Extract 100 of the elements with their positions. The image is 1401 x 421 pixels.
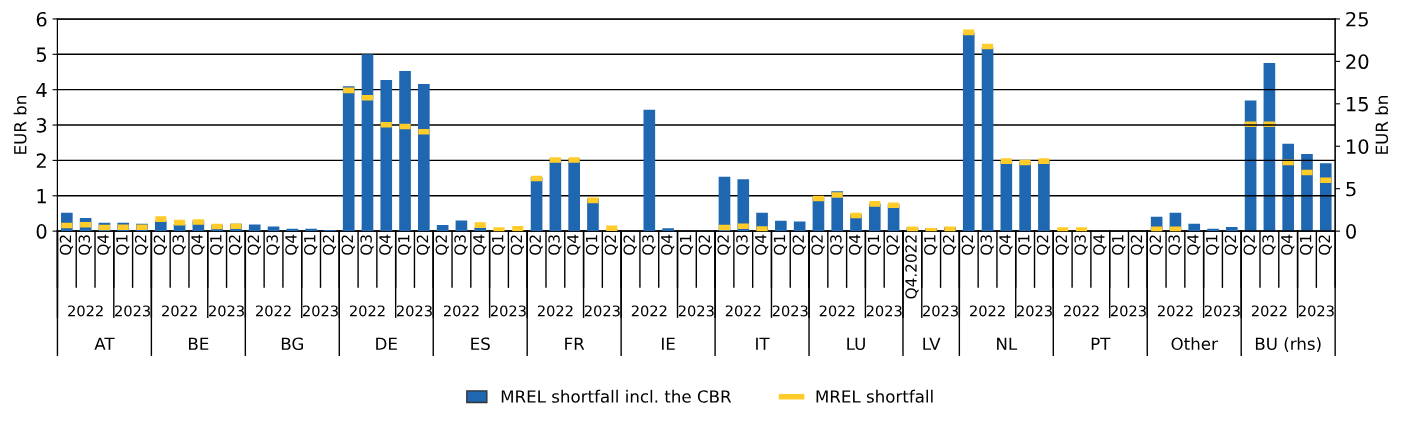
- x-tick-label: Q2: [1149, 235, 1163, 255]
- y-tick-label: 6: [36, 11, 47, 27]
- text: 2022: [725, 305, 761, 317]
- y2-tick-label: 10: [1347, 139, 1369, 154]
- x-tick-label: Q3: [736, 235, 750, 255]
- x-tick-label: Q3: [1262, 235, 1276, 255]
- text: 2022: [1157, 305, 1193, 317]
- text: 2023: [490, 305, 526, 317]
- text: 2023: [1204, 305, 1240, 317]
- x-tick-label: Q2: [811, 235, 825, 255]
- x-tick-label: Q2: [1130, 235, 1145, 255]
- x-tick-label: Q3: [1074, 235, 1088, 255]
- y2-tick-label: 20: [1346, 54, 1369, 70]
- x-tick-label: Q1: [116, 235, 130, 255]
- text: FR: [565, 337, 585, 350]
- x-tick-label: Q2: [886, 235, 900, 255]
- x-tick-label: Q1: [773, 235, 788, 255]
- text: 2023: [584, 305, 620, 317]
- y2-tick-label: 5: [1346, 181, 1356, 197]
- text: 2023: [678, 305, 714, 317]
- text: 2023: [1017, 305, 1052, 317]
- text: 2023: [923, 305, 958, 317]
- x-tick-label: Q2: [341, 235, 355, 255]
- x-tick-label: Q1: [1018, 235, 1032, 255]
- x-tick-label: Q2: [623, 235, 637, 255]
- x-tick-label: Q2: [1036, 235, 1051, 255]
- x-tick-label: Q1: [210, 235, 224, 255]
- x-tick-label: Q2: [247, 235, 261, 255]
- x-tick-label: Q1: [1205, 235, 1220, 255]
- text: LU: [847, 337, 865, 351]
- text: BU (rhs): [1255, 337, 1321, 353]
- text: PT: [1091, 337, 1111, 350]
- y-tick-label: 5: [36, 47, 47, 62]
- legend-label: MREL shortfall: [816, 389, 933, 403]
- text: 2022: [537, 305, 573, 317]
- x-tick-label: Q2: [1243, 235, 1257, 255]
- text: 2023: [772, 305, 808, 317]
- y-tick-label: 0: [36, 224, 47, 239]
- text: NL: [997, 337, 1018, 350]
- x-tick-label: Q2: [792, 235, 806, 255]
- y-tick-label: 1: [37, 188, 46, 204]
- text: 2022: [256, 305, 291, 317]
- text: Other: [1171, 337, 1218, 351]
- x-tick-label: Q2: [134, 235, 149, 255]
- text: 2022: [68, 305, 103, 317]
- x-tick-label: Q3: [830, 235, 844, 255]
- text: 2023: [1298, 305, 1334, 317]
- x-tick-label: Q1: [867, 235, 881, 255]
- y-tick-label: 3: [36, 117, 47, 133]
- text: 2023: [115, 305, 150, 317]
- text: ES: [471, 337, 490, 351]
- x-tick-label: Q4: [379, 234, 393, 255]
- text: 2023: [1110, 305, 1146, 317]
- x-tick-label: Q1: [585, 235, 600, 255]
- x-tick-label: Q3: [980, 235, 994, 255]
- x-tick-label: Q2: [228, 235, 243, 255]
- y2-tick-label: 25: [1346, 11, 1368, 27]
- x-tick-label: Q2: [1318, 235, 1332, 255]
- text: 2022: [349, 305, 385, 317]
- x-tick-label: Q4: [1187, 234, 1201, 255]
- x-tick-label: Q1: [491, 235, 506, 255]
- x-tick-label: Q1: [397, 235, 412, 255]
- text: BG: [281, 337, 303, 351]
- x-tick-label: Q4: [1093, 234, 1107, 255]
- text: LV: [923, 337, 941, 350]
- y2-axis-title: EUR bn: [1375, 96, 1389, 154]
- x-tick-label: Q2: [435, 235, 449, 255]
- text: IT: [756, 337, 770, 350]
- text: DE: [376, 337, 397, 350]
- text: 2022: [631, 305, 667, 317]
- text: 2022: [819, 305, 855, 317]
- y-axis-title: EUR bn: [13, 96, 27, 154]
- legend-label: MREL shortfall incl. the CBR: [501, 389, 732, 403]
- x-tick-label: Q2: [604, 235, 618, 255]
- text: IE: [662, 337, 675, 350]
- x-tick-label: Q4: [191, 234, 205, 255]
- y2-tick-label: 0: [1346, 224, 1356, 239]
- text: 2023: [303, 305, 338, 317]
- x-tick-label: Q2: [416, 235, 431, 255]
- x-tick-label: Q1: [924, 235, 938, 255]
- x-tick-label: Q2: [1055, 235, 1069, 255]
- x-tick-label: Q3: [172, 235, 186, 255]
- y2-tick-label: 15: [1347, 97, 1368, 112]
- y-tick-label: 4: [36, 82, 47, 98]
- x-tick-label: Q1: [303, 235, 318, 255]
- x-tick-label: Q2: [961, 235, 975, 255]
- x-tick-label: Q4: [754, 234, 769, 255]
- x-tick-label: Q3: [642, 235, 656, 255]
- text: 2023: [396, 305, 432, 317]
- text: 2022: [162, 305, 197, 317]
- x-tick-label: Q4: [999, 234, 1013, 255]
- x-tick-label: Q1: [1111, 235, 1126, 255]
- text: 2022: [970, 305, 1005, 317]
- x-tick-label: Q2: [1224, 235, 1238, 255]
- x-tick-label: Q3: [78, 235, 92, 255]
- x-tick-label: Q2: [59, 235, 74, 255]
- x-tick-label: Q4.2022: [905, 235, 919, 299]
- x-tick-label: Q4: [1281, 234, 1295, 255]
- x-tick-label: Q3: [1168, 235, 1182, 255]
- x-tick-label: Q1: [679, 235, 694, 255]
